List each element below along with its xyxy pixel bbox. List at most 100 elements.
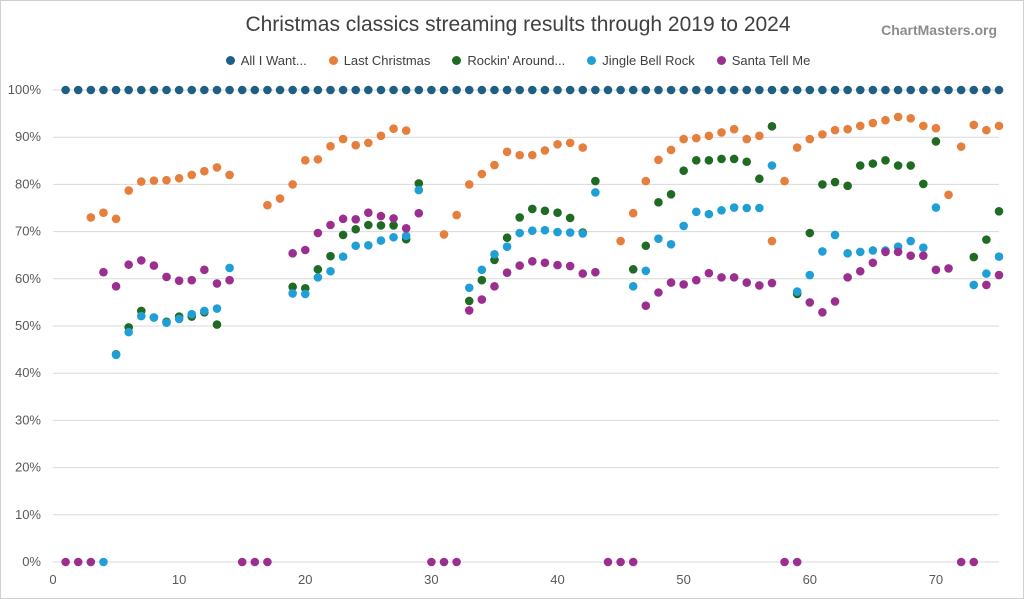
point-last-christmas (364, 138, 373, 148)
point-santa-tell-me (149, 261, 159, 270)
point-santa-tell-me (427, 557, 436, 567)
point-jingle-bell-rock (654, 234, 663, 243)
point-santa-tell-me (969, 557, 979, 567)
point-last-christmas (641, 176, 651, 186)
point-all-i-want (225, 85, 234, 95)
point-last-christmas (628, 208, 638, 218)
point-rockin-around (969, 252, 979, 262)
point-santa-tell-me (313, 228, 323, 238)
point-santa-tell-me (200, 265, 209, 275)
point-rockin-around (818, 180, 827, 189)
point-rockin-around (843, 181, 852, 191)
point-rockin-around (641, 241, 651, 251)
y-tick-label: 80% (15, 176, 41, 191)
point-santa-tell-me (439, 557, 449, 567)
point-last-christmas (490, 160, 499, 170)
point-santa-tell-me (578, 269, 588, 278)
point-last-christmas (729, 124, 739, 134)
point-santa-tell-me (452, 557, 461, 567)
point-rockin-around (351, 224, 361, 234)
point-all-i-want (452, 85, 461, 95)
point-santa-tell-me (477, 295, 487, 304)
point-rockin-around (679, 166, 688, 176)
point-last-christmas (919, 121, 928, 131)
point-jingle-bell-rock (578, 229, 588, 238)
point-santa-tell-me (86, 557, 96, 567)
legend: All I Want... Last Christmas Rockin' Aroun… (1, 53, 1024, 68)
legend-item: Last Christmas (328, 53, 430, 68)
point-santa-tell-me (868, 258, 878, 268)
point-jingle-bell-rock (124, 327, 133, 337)
point-last-christmas (755, 131, 764, 141)
point-rockin-around (338, 230, 348, 240)
point-last-christmas (288, 180, 297, 189)
point-rockin-around (212, 320, 222, 329)
legend-swatch (716, 56, 726, 65)
point-jingle-bell-rock (376, 236, 386, 245)
point-santa-tell-me (843, 273, 852, 282)
point-jingle-bell-rock (792, 287, 802, 296)
point-jingle-bell-rock (288, 289, 297, 298)
point-last-christmas (881, 115, 890, 125)
point-all-i-want (767, 85, 777, 95)
y-tick-label: 70% (15, 224, 41, 239)
point-last-christmas (212, 163, 222, 172)
point-santa-tell-me (464, 306, 474, 315)
point-rockin-around (628, 265, 638, 274)
point-last-christmas (553, 139, 562, 149)
point-last-christmas (855, 121, 865, 131)
point-all-i-want (931, 85, 941, 95)
point-santa-tell-me (414, 208, 424, 218)
point-all-i-want (464, 85, 474, 95)
point-all-i-want (502, 85, 512, 95)
point-jingle-bell-rock (818, 247, 827, 256)
point-santa-tell-me (881, 247, 890, 257)
point-last-christmas (956, 142, 966, 151)
point-rockin-around (717, 154, 726, 164)
point-santa-tell-me (237, 557, 247, 567)
point-santa-tell-me (300, 245, 310, 255)
point-rockin-around (414, 179, 424, 188)
point-santa-tell-me (931, 265, 941, 275)
point-rockin-around (729, 154, 739, 164)
point-santa-tell-me (61, 557, 70, 567)
point-jingle-bell-rock (200, 306, 209, 316)
point-jingle-bell-rock (919, 243, 928, 252)
point-all-i-want (591, 85, 600, 95)
point-santa-tell-me (326, 220, 335, 230)
point-all-i-want (881, 85, 890, 95)
point-jingle-bell-rock (338, 252, 348, 261)
point-all-i-want (792, 85, 802, 95)
point-jingle-bell-rock (843, 249, 852, 258)
point-santa-tell-me (376, 211, 386, 221)
point-all-i-want (944, 85, 953, 95)
x-tick-label: 60 (803, 572, 817, 587)
point-last-christmas (931, 123, 941, 133)
point-last-christmas (528, 150, 537, 160)
point-santa-tell-me (704, 268, 714, 278)
point-last-christmas (818, 130, 827, 139)
point-last-christmas (162, 175, 171, 185)
point-all-i-want (969, 85, 979, 95)
point-last-christmas (187, 170, 197, 180)
point-all-i-want (263, 85, 272, 95)
point-jingle-bell-rock (982, 269, 991, 278)
point-jingle-bell-rock (389, 232, 398, 242)
point-santa-tell-me (654, 288, 663, 297)
point-jingle-bell-rock (351, 241, 361, 251)
point-santa-tell-me (679, 280, 688, 289)
legend-label: Santa Tell Me (731, 53, 811, 68)
point-jingle-bell-rock (805, 270, 815, 280)
point-last-christmas (780, 176, 789, 186)
point-rockin-around (515, 213, 524, 222)
point-santa-tell-me (212, 279, 222, 288)
point-santa-tell-me (767, 278, 777, 288)
point-santa-tell-me (162, 272, 171, 282)
point-santa-tell-me (515, 261, 524, 270)
point-jingle-bell-rock (187, 309, 197, 319)
point-santa-tell-me (805, 298, 815, 307)
point-last-christmas (691, 133, 701, 143)
point-santa-tell-me (351, 215, 361, 224)
point-all-i-want (162, 85, 171, 95)
point-jingle-bell-rock (401, 231, 411, 241)
